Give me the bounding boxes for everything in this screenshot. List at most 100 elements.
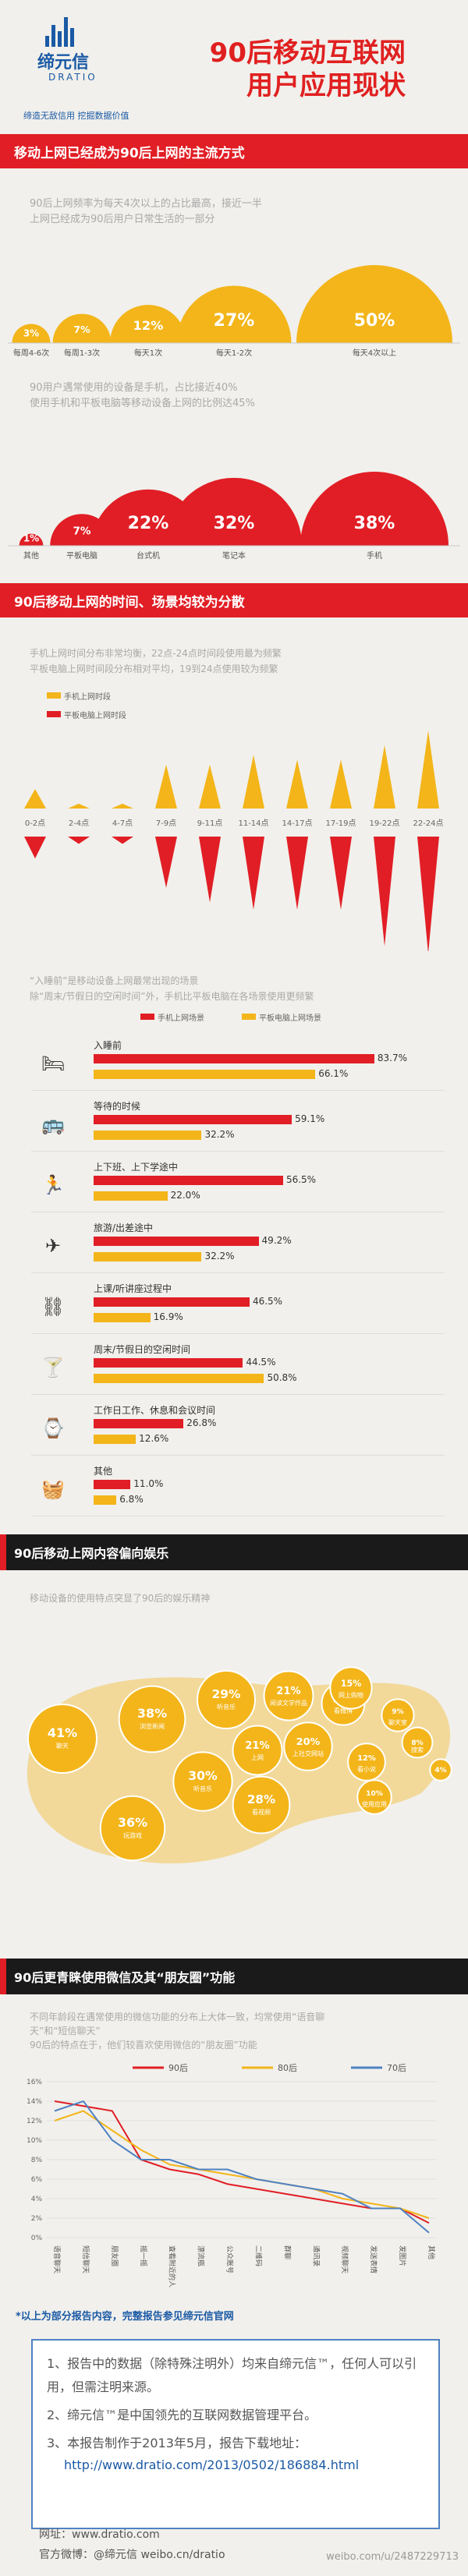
dome-value-label: 1% <box>23 533 39 544</box>
x-tick-label: 漂流瓶 <box>197 2245 206 2266</box>
dome-category-label: 平板电脑 <box>66 550 98 561</box>
dome-mark <box>12 324 51 343</box>
dome-category-label: 笔记本 <box>222 550 246 561</box>
scene-value-label: 16.9% <box>153 1311 183 1322</box>
phone-scene-bar <box>94 1115 292 1124</box>
dome-mark <box>300 472 448 546</box>
section1-desc2: 90用户遇常使用的设备是手机，占比接近40% 使用手机和平板电脑等移动设备上网的… <box>30 380 255 412</box>
x-tick-label: 摇一摇 <box>139 2245 148 2266</box>
content-bubble-chart: 41% 聊天 38%浏览新闻 36%玩游戏 30% 听音乐 29% 听音乐 28% 看视频 21% 阅… <box>27 1666 452 1863</box>
section2-heading-band: 90后移动上网的时间、场景均较为分散 <box>0 583 468 617</box>
desc-line: 90后上网频率为每天4次以上的占比最高，接近一半 <box>30 198 262 210</box>
scene-row: ⌚ 工作日工作、休息和会议时间 26.8% 12.6% <box>31 1402 452 1456</box>
site-url[interactable]: 网址：www.dratio.com <box>39 2528 160 2541</box>
time-slot-label: 11-14点 <box>238 819 268 828</box>
series-line <box>54 2100 430 2234</box>
footer-item: 用，但需注明来源。 <box>47 2380 160 2394</box>
watermark: weibo.com/u/2487229713 <box>326 2551 459 2563</box>
scene-value-label: 11.0% <box>133 1478 164 1489</box>
tablet-spike <box>374 837 395 947</box>
scene-value-label: 59.1% <box>295 1113 325 1124</box>
time-slot-label: 0-2点 <box>25 819 45 828</box>
bubble-label: 搜索 <box>411 1746 424 1753</box>
content-bubble <box>347 1743 386 1782</box>
scene-value-label: 50.8% <box>267 1372 297 1383</box>
bubble-value: 30% <box>188 1768 218 1783</box>
y-tick-label: 10% <box>27 2137 42 2145</box>
row-divider <box>31 1090 445 1091</box>
section2-desc: 手机上网时间分布非常均衡，22点-24点时间段使用最为频繁 平板电脑上网时间段分… <box>30 646 282 677</box>
dome-category-label: 手机 <box>367 550 382 561</box>
scene-value-label: 32.2% <box>204 1129 235 1140</box>
x-tick-label: 朋友圈 <box>110 2245 119 2266</box>
bubble-value: 36% <box>118 1815 147 1830</box>
dome-category-label: 每周4-6次 <box>13 348 49 358</box>
scene-label: 旅游/出差途中 <box>94 1223 154 1233</box>
time-slot-label: 9-11点 <box>197 819 223 828</box>
bubble-label: 网上购物 <box>339 1691 363 1699</box>
section3-heading: 90后移动上网内容偏向娱乐 <box>14 1546 169 1561</box>
legend-swatch-phone <box>47 692 61 699</box>
scene-icon: ⌚ <box>41 1417 65 1439</box>
dome-mark <box>165 477 303 546</box>
dome-category-label: 每天1-2次 <box>216 348 252 358</box>
x-tick-label: 视频聊天 <box>340 2245 349 2273</box>
dome-category-label: 每周1-3次 <box>64 348 100 358</box>
bubble-label: 浏览新闻 <box>140 1722 165 1730</box>
dome-category-label: 台式机 <box>136 550 160 561</box>
dome-mark <box>110 305 186 343</box>
section4-heading: 90后更青睐使用微信及其“朋友圈”功能 <box>14 1970 236 1985</box>
content-bubble <box>99 1795 166 1862</box>
phone-spike <box>286 759 308 809</box>
x-tick-label: 公众账号 <box>225 2245 234 2273</box>
desc-line: 使用手机和平板电脑等移动设备上网的比例达45% <box>30 398 255 409</box>
y-tick-label: 6% <box>31 2176 43 2184</box>
bubble-label: 看微博 <box>334 1707 353 1714</box>
brand-slogan: 缔造无敌信用 挖掘数据价值 <box>23 111 129 121</box>
time-slot-label: 19-22点 <box>369 819 399 828</box>
scene-row: 🚌 等待的时候 59.1% 32.2% <box>31 1098 452 1152</box>
desc-line: 不同年龄段在遇常使用的微信功能的分布上大体一致，均常使用“语音聊 <box>30 2012 325 2022</box>
scene-value-label: 12.6% <box>139 1433 169 1444</box>
tablet-spike <box>199 837 221 903</box>
tablet-spike <box>330 837 352 910</box>
content-bubble <box>196 1669 257 1730</box>
row-divider <box>31 1333 445 1334</box>
footer-item: 3、本报告制作于2013年5月，报告下载地址： <box>47 2436 307 2450</box>
scene-icon: 🚌 <box>41 1113 65 1135</box>
dome-value-label: 7% <box>73 525 90 538</box>
x-tick-label: 短信聊天 <box>81 2245 90 2273</box>
official-weibo[interactable]: 官方微博：@缔元信 weibo.cn/dratio <box>39 2549 225 2561</box>
section2-heading: 90后移动上网的时间、场景均较为分散 <box>14 595 245 610</box>
tablet-scene-bar <box>94 1495 117 1505</box>
phone-spike <box>68 803 90 809</box>
scene-label: 其他 <box>94 1466 113 1477</box>
y-tick-label: 12% <box>27 2118 42 2125</box>
scene-icon: 🏃 <box>41 1174 65 1196</box>
content-bubble <box>401 1726 434 1759</box>
bubble-value: 12% <box>357 1754 376 1763</box>
section3-heading-band: 90后移动上网内容偏向娱乐 <box>0 1534 468 1570</box>
bubble-value: 21% <box>276 1686 300 1697</box>
dome-mark <box>19 533 44 546</box>
desc-line: 90后的特点在于，他们较喜欢使用微信的“朋友圈”功能 <box>30 2040 257 2051</box>
section1-heading-band: 移动上网已经成为90后上网的主流方式 <box>0 134 468 168</box>
scene-label: 等待的时候 <box>94 1101 141 1112</box>
phone-scene-bar <box>94 1054 374 1063</box>
scene-icon: 🛏 <box>41 1053 66 1074</box>
phone-spike <box>374 745 395 809</box>
report-download-link[interactable]: http://www.dratio.com/2013/0502/186884.h… <box>64 2457 360 2472</box>
bubble-value: 8% <box>411 1739 423 1747</box>
tablet-scene-bar <box>94 1435 136 1444</box>
bubble-label: 上网 <box>251 1754 264 1761</box>
y-tick-label: 2% <box>31 2215 43 2223</box>
bubble-value: 9% <box>392 1708 403 1716</box>
scene-icon: 🧺 <box>41 1478 65 1500</box>
bubble-label: 玩游戏 <box>123 1831 142 1839</box>
bubble-value: 41% <box>48 1725 77 1740</box>
phone-spike <box>112 803 133 809</box>
x-tick-label: 发图片 <box>398 2245 407 2266</box>
scene-icon: ✈ <box>44 1235 62 1257</box>
scene-value-label: 6.8% <box>119 1494 144 1505</box>
